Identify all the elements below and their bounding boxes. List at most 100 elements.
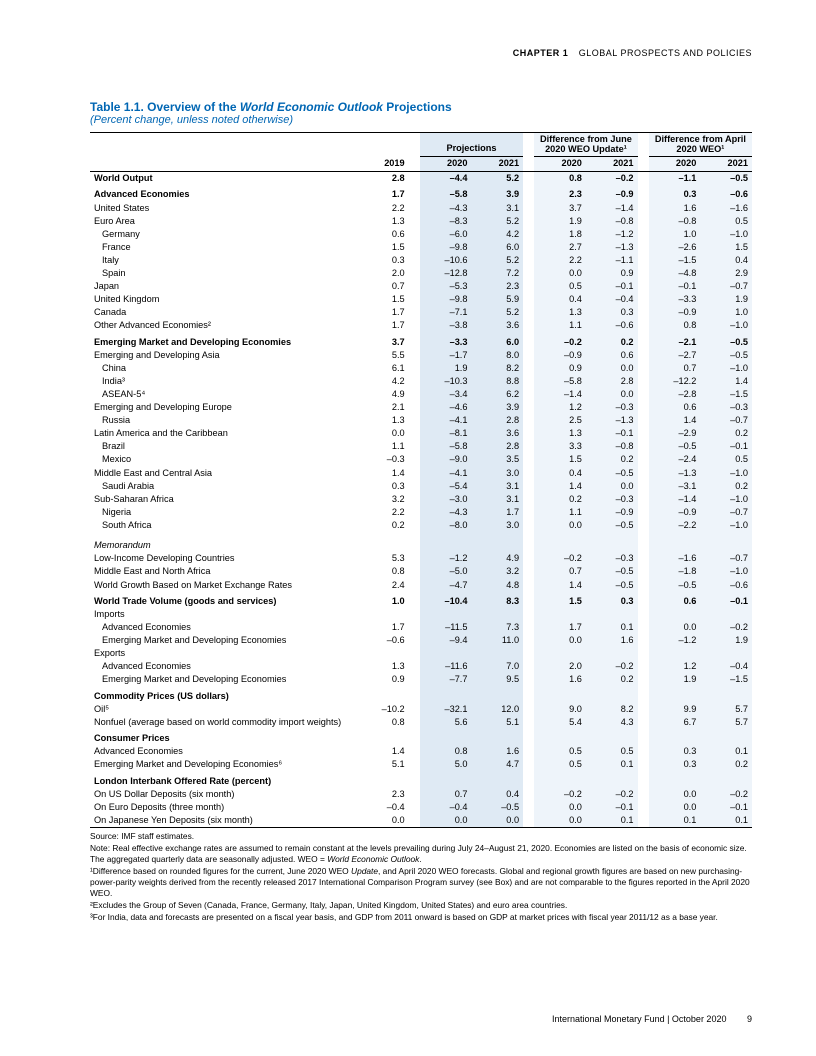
row-label: Japan: [90, 280, 359, 293]
chapter-title: GLOBAL PROSPECTS AND POLICIES: [579, 48, 752, 58]
row-label: World Trade Volume (goods and services): [90, 592, 359, 608]
row-label: On Japanese Yen Deposits (six month): [90, 814, 359, 828]
table-header: Projections Difference from June 2020 WE…: [90, 133, 752, 172]
row-label: Exports: [90, 647, 359, 660]
row-label: Sub-Saharan Africa: [90, 493, 359, 506]
row-label: Emerging Market and Developing Economies: [90, 634, 359, 647]
row-label: United Kingdom: [90, 293, 359, 306]
table-row: World Trade Volume (goods and services)1…: [90, 592, 752, 608]
row-label: Spain: [90, 267, 359, 280]
table-row: South Africa0.2–8.03.00.0–0.5–2.2–1.0: [90, 519, 752, 532]
table-body: World Output2.8–4.45.20.8–0.2–1.1–0.5Adv…: [90, 172, 752, 828]
table-row: World Output2.8–4.45.20.8–0.2–1.1–0.5: [90, 172, 752, 186]
row-label: Consumer Prices: [90, 729, 359, 745]
row-label: Emerging and Developing Asia: [90, 349, 359, 362]
table-row: Latin America and the Caribbean0.0–8.13.…: [90, 428, 752, 441]
table-row: On US Dollar Deposits (six month)2.30.70…: [90, 788, 752, 801]
row-label: ASEAN-5⁴: [90, 388, 359, 401]
table-row: Middle East and Central Asia1.4–4.13.00.…: [90, 467, 752, 480]
footer-org: International Monetary Fund | October 20…: [552, 1014, 726, 1024]
row-label: France: [90, 241, 359, 254]
table-row: Emerging Market and Developing Economies…: [90, 759, 752, 772]
row-label: Russia: [90, 414, 359, 427]
row-label: India³: [90, 375, 359, 388]
table-row: Euro Area1.3–8.35.21.9–0.8–0.80.5: [90, 215, 752, 228]
row-label: United States: [90, 202, 359, 215]
row-label: Oil⁵: [90, 703, 359, 716]
note-line: ²Excludes the Group of Seven (Canada, Fr…: [90, 900, 752, 911]
row-label: Imports: [90, 608, 359, 621]
projections-table: Projections Difference from June 2020 WE…: [90, 132, 752, 828]
row-label: Advanced Economies: [90, 745, 359, 758]
header-projections: Projections: [420, 133, 523, 157]
row-label: Emerging Market and Developing Economies: [90, 674, 359, 687]
row-label: Nonfuel (average based on world commodit…: [90, 716, 359, 729]
table-row: Emerging Market and Developing Economies…: [90, 674, 752, 687]
table-row: Middle East and North Africa0.8–5.03.20.…: [90, 566, 752, 579]
table-row: Mexico–0.3–9.03.51.50.2–2.40.5: [90, 454, 752, 467]
table-row: Emerging Market and Developing Economies…: [90, 634, 752, 647]
row-label: Italy: [90, 254, 359, 267]
table-row: Exports: [90, 647, 752, 660]
table-row: Japan0.7–5.32.30.5–0.1–0.1–0.7: [90, 280, 752, 293]
table-row: India³4.2–10.38.8–5.82.8–12.21.4: [90, 375, 752, 388]
page-number: 9: [747, 1014, 752, 1024]
table-row: United States2.2–4.33.13.7–1.41.6–1.6: [90, 202, 752, 215]
table-row: France1.5–9.86.02.7–1.3–2.61.5: [90, 241, 752, 254]
row-label: Nigeria: [90, 506, 359, 519]
table-row: Imports: [90, 608, 752, 621]
table-row: Emerging and Developing Europe2.1–4.63.9…: [90, 401, 752, 414]
table-row: ASEAN-5⁴4.9–3.46.2–1.40.0–2.8–1.5: [90, 388, 752, 401]
table-row: World Growth Based on Market Exchange Ra…: [90, 579, 752, 592]
row-label: Brazil: [90, 441, 359, 454]
table-title: Table 1.1. Overview of the World Economi…: [90, 100, 752, 114]
table-row: On Japanese Yen Deposits (six month)0.00…: [90, 814, 752, 828]
table-row: Canada1.7–7.15.21.30.3–0.91.0: [90, 306, 752, 319]
row-label: Emerging and Developing Europe: [90, 401, 359, 414]
note-line: Source: IMF staff estimates.: [90, 831, 752, 842]
source-notes: Source: IMF staff estimates.Note: Real e…: [90, 831, 752, 922]
table-row: Germany0.6–6.04.21.8–1.21.0–1.0: [90, 228, 752, 241]
table-row: Advanced Economies1.40.81.60.50.50.30.1: [90, 745, 752, 758]
row-label: Commodity Prices (US dollars): [90, 687, 359, 703]
table-row: China6.11.98.20.90.00.7–1.0: [90, 362, 752, 375]
row-label: South Africa: [90, 519, 359, 532]
table-row: Brazil1.1–5.82.83.3–0.8–0.5–0.1: [90, 441, 752, 454]
note-line: ³For India, data and forecasts are prese…: [90, 912, 752, 923]
table-row: Oil⁵–10.2–32.112.09.08.29.95.7: [90, 703, 752, 716]
table-row: Advanced Economies1.7–11.57.31.70.10.0–0…: [90, 621, 752, 634]
row-label: Advanced Economies: [90, 661, 359, 674]
table-row: Other Advanced Economies²1.7–3.83.61.1–0…: [90, 320, 752, 333]
row-label: China: [90, 362, 359, 375]
row-label: Saudi Arabia: [90, 480, 359, 493]
table-row: Sub-Saharan Africa3.2–3.03.10.2–0.3–1.4–…: [90, 493, 752, 506]
memo-label: Memorandum: [90, 536, 359, 552]
row-label: Latin America and the Caribbean: [90, 428, 359, 441]
table-row: Consumer Prices: [90, 729, 752, 745]
header-diff-june: Difference from June 2020 WEO Update¹: [534, 133, 637, 157]
table-row: Italy0.3–10.65.22.2–1.1–1.50.4: [90, 254, 752, 267]
page-footer: International Monetary Fund | October 20…: [552, 1014, 752, 1024]
row-label: On US Dollar Deposits (six month): [90, 788, 359, 801]
note-line: ¹Difference based on rounded figures for…: [90, 866, 752, 899]
row-label: On Euro Deposits (three month): [90, 801, 359, 814]
table-row: Advanced Economies1.7–5.83.92.3–0.90.3–0…: [90, 185, 752, 201]
row-label: Advanced Economies: [90, 621, 359, 634]
table-subtitle: (Percent change, unless noted otherwise): [90, 114, 752, 126]
table-row: Emerging Market and Developing Economies…: [90, 333, 752, 349]
row-label: Canada: [90, 306, 359, 319]
table-row: Commodity Prices (US dollars): [90, 687, 752, 703]
row-label: World Output: [90, 172, 359, 186]
row-label: Other Advanced Economies²: [90, 320, 359, 333]
page-header: CHAPTER 1 GLOBAL PROSPECTS AND POLICIES: [90, 48, 752, 58]
table-row: Spain2.0–12.87.20.00.9–4.82.9: [90, 267, 752, 280]
row-label: Mexico: [90, 454, 359, 467]
chapter-label: CHAPTER 1: [513, 48, 569, 58]
table-row: Nigeria2.2–4.31.71.1–0.9–0.9–0.7: [90, 506, 752, 519]
table-row: Nonfuel (average based on world commodit…: [90, 716, 752, 729]
header-diff-april: Difference from April 2020 WEO¹: [649, 133, 752, 157]
table-row: Russia1.3–4.12.82.5–1.31.4–0.7: [90, 414, 752, 427]
row-label: Germany: [90, 228, 359, 241]
table-row: London Interbank Offered Rate (percent): [90, 772, 752, 788]
row-label: World Growth Based on Market Exchange Ra…: [90, 579, 359, 592]
